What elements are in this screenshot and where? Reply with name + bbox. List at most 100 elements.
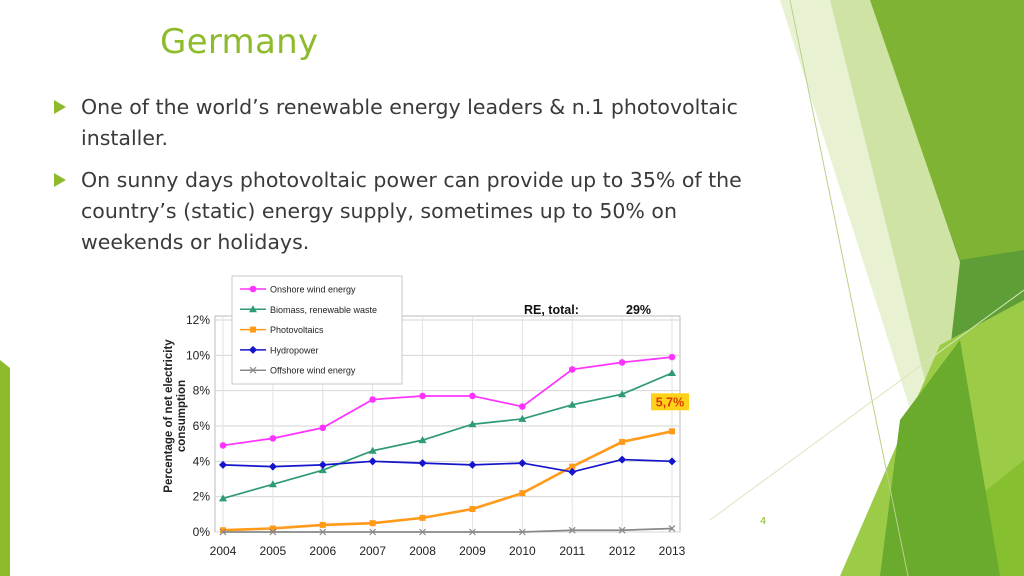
data-point: [250, 326, 256, 333]
bullet-item: One of the world’s renewable energy lead…: [52, 92, 782, 154]
bullet-arrow-icon: [54, 100, 66, 114]
legend-label: Hydropower: [270, 345, 319, 355]
data-point: [618, 359, 626, 366]
data-point: [319, 521, 326, 528]
chart-legend: Onshore wind energy Biomass, renewable wa…: [231, 275, 403, 385]
data-point: [249, 285, 257, 293]
data-point: [269, 435, 277, 442]
y-tick-label: 0%: [193, 525, 211, 539]
legend-label: Photovoltaics: [270, 325, 324, 335]
x-tick-label: 2004: [210, 544, 237, 558]
x-tick-label: 2006: [309, 544, 336, 558]
data-point-stroke: [369, 528, 377, 536]
y-tick-label: 12%: [186, 313, 210, 327]
x-tick-label: 2012: [609, 544, 636, 558]
data-point: [269, 525, 276, 532]
bullet-text: One of the world’s renewable energy lead…: [81, 95, 738, 150]
y-axis-label: Percentage of net electricityconsumption: [163, 339, 188, 493]
data-point-stroke: [518, 528, 526, 536]
data-point: [219, 442, 227, 449]
re-total-value: 29%: [626, 303, 651, 317]
data-point: [369, 528, 377, 536]
data-point: [618, 455, 627, 464]
x-tick-label: 2008: [409, 544, 436, 558]
data-point: [669, 428, 675, 435]
data-point-stroke: [249, 366, 257, 374]
series-line: [222, 430, 673, 532]
data-point-stroke: [469, 528, 476, 536]
legend-label: Onshore wind energy: [270, 285, 356, 295]
slide-title: Germany: [160, 22, 319, 62]
x-tick-label: 2013: [659, 544, 686, 558]
series-line: [222, 458, 673, 473]
data-point: [419, 528, 426, 536]
data-point-stroke: [419, 528, 426, 536]
data-point: [418, 436, 427, 444]
data-point: [668, 353, 676, 361]
data-point: [568, 400, 577, 408]
legend-label: Biomass, renewable waste: [270, 305, 377, 315]
data-point: [219, 460, 227, 469]
data-point: [618, 526, 626, 534]
data-point: [468, 420, 477, 428]
data-point: [668, 525, 676, 532]
data-point: [568, 366, 576, 373]
y-tick-label: 2%: [193, 490, 211, 504]
data-point-stroke: [668, 525, 676, 532]
data-point: [219, 494, 227, 502]
renewable-share-chart: 0% 2% 4% 6% 8% 10% 12% 2004 2005 2006 2007 2008 2009…: [163, 275, 689, 558]
re-total-label: RE, total:: [524, 303, 579, 317]
data-point: [368, 446, 377, 454]
y-tick-label: 4%: [193, 454, 211, 468]
series-line: [222, 372, 673, 500]
data-point: [518, 459, 527, 468]
data-point: [318, 460, 327, 469]
data-point: [369, 520, 376, 527]
x-tick-label: 2010: [509, 544, 536, 558]
y-tick-label: 10%: [186, 348, 210, 362]
data-point: [469, 528, 476, 536]
pv-callout-box: [651, 393, 689, 411]
data-point: [469, 506, 476, 513]
data-point: [219, 528, 227, 536]
data-point: [518, 414, 527, 422]
data-point: [249, 366, 257, 374]
data-point-stroke: [568, 526, 576, 534]
data-point: [419, 392, 426, 400]
data-point: [469, 392, 476, 400]
data-point: [519, 403, 526, 410]
bullet-list: One of the world’s renewable energy lead…: [52, 92, 782, 269]
data-point: [369, 396, 376, 403]
data-point: [568, 467, 577, 476]
x-tick-label: 2005: [260, 544, 287, 558]
x-tick-label: 2007: [359, 544, 386, 558]
data-point: [368, 457, 377, 466]
data-point-stroke: [219, 528, 227, 536]
pv-callout-value: 5,7%: [656, 395, 685, 409]
x-tick-label: 2009: [459, 544, 486, 558]
data-point-stroke: [269, 528, 277, 536]
y-tick-label: 6%: [193, 419, 211, 433]
data-point: [249, 345, 257, 354]
x-tick-label: 2011: [559, 544, 585, 558]
data-point: [619, 438, 626, 445]
data-point: [618, 390, 627, 398]
series-line: [223, 527, 673, 533]
data-point: [268, 480, 277, 488]
data-point: [318, 466, 327, 474]
data-point: [319, 528, 327, 536]
bullet-item: On sunny days photovoltaic power can pro…: [52, 165, 782, 258]
data-point: [268, 462, 277, 471]
data-point-stroke: [319, 528, 327, 536]
data-point: [468, 460, 477, 469]
data-point: [519, 490, 526, 497]
data-point: [419, 514, 426, 521]
data-point: [668, 369, 676, 376]
data-point: [249, 305, 257, 313]
page-number: 4: [760, 516, 767, 527]
data-point: [518, 528, 526, 536]
data-point-stroke: [618, 526, 626, 534]
data-point: [220, 527, 226, 534]
data-point: [568, 526, 576, 534]
